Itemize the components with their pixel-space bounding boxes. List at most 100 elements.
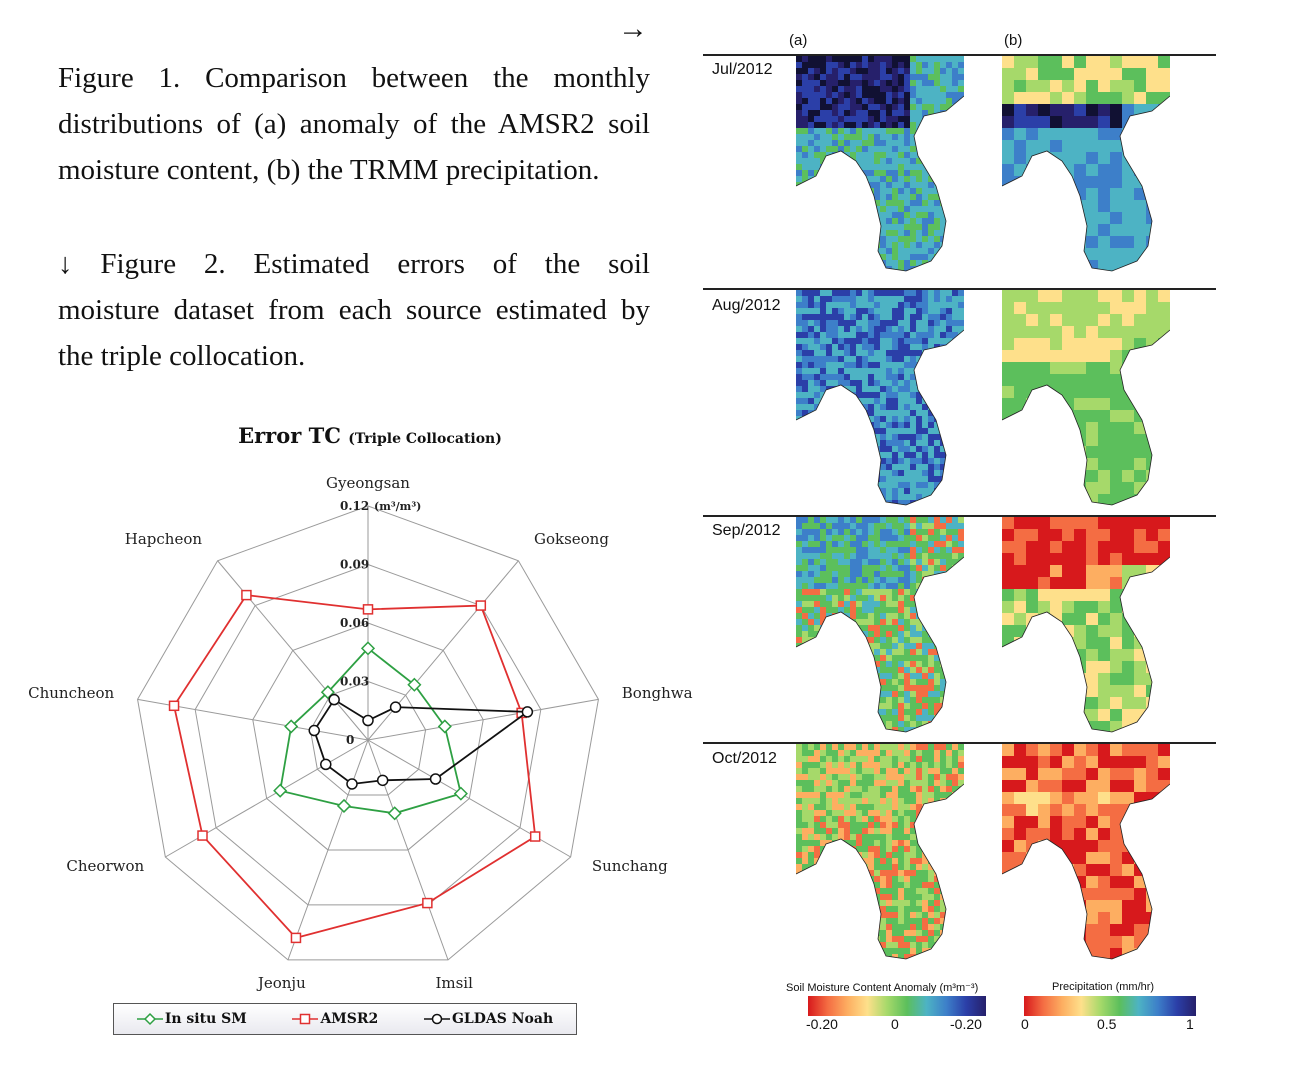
colorbar-title-a: Soil Moisture Content Anomaly (m³m⁻³) xyxy=(786,982,979,994)
map-panel xyxy=(796,290,964,522)
square-marker-icon xyxy=(292,1013,319,1025)
series-line xyxy=(279,647,462,815)
grid-ring xyxy=(309,680,427,796)
tick-label: 0.09 xyxy=(340,558,369,572)
map-image xyxy=(1002,517,1170,733)
grid-spoke xyxy=(217,560,369,741)
tick-label: 0.06 xyxy=(340,616,369,630)
map-image xyxy=(1002,744,1170,960)
figure2-caption: ↓ Figure 2. Estimated errors of the soil… xyxy=(58,241,650,379)
row-divider xyxy=(703,742,1216,744)
legend-item-amsr2: AMSR2 xyxy=(292,1011,378,1027)
caption-line: moisture dataset from each source estima… xyxy=(58,294,650,326)
data-point xyxy=(284,719,299,734)
map-panel xyxy=(796,56,964,288)
data-point xyxy=(346,778,358,790)
row-divider xyxy=(703,288,1216,290)
data-point xyxy=(389,701,402,713)
data-point xyxy=(422,897,433,909)
caption-line: distributions of (a) anomaly of the AMSR… xyxy=(58,108,650,140)
colorbar-tick: 0 xyxy=(891,1016,899,1032)
map-image xyxy=(796,290,964,506)
legend-item-insitu: In situ SM xyxy=(136,1011,247,1027)
grid-spoke xyxy=(367,560,519,741)
month-label: Oct/2012 xyxy=(708,750,783,768)
circle-marker-icon xyxy=(423,1013,450,1025)
row-divider xyxy=(703,54,1216,56)
data-point xyxy=(241,589,252,601)
tick-label: 0 xyxy=(346,733,354,747)
data-point xyxy=(290,932,302,944)
data-point xyxy=(168,700,180,712)
category-label: Gokseong xyxy=(534,530,609,548)
caption-line: moisture content, (b) the TRMM precipita… xyxy=(58,154,600,186)
legend-item-gldas: GLDAS Noah xyxy=(423,1011,554,1027)
category-label: Bonghwa xyxy=(622,684,693,702)
map-image xyxy=(1002,56,1170,272)
arrow-right: → xyxy=(618,12,648,45)
legend-label: In situ SM xyxy=(164,1011,247,1027)
row-divider xyxy=(703,515,1216,517)
radar-title-sub: (Triple Collocation) xyxy=(348,431,502,447)
data-point xyxy=(407,677,422,692)
colorbar-tick: -0.20 xyxy=(950,1016,982,1032)
colorbar-tick: 0.5 xyxy=(1097,1016,1117,1032)
grid-ring xyxy=(252,622,484,851)
map-panel xyxy=(796,517,964,749)
radar-chart: 0 0.03 0.06 0.09 0.12 (m³/m³) Gyeongsan Gokseon… xyxy=(28,474,693,992)
tick-label: 0.03 xyxy=(340,675,369,689)
data-point xyxy=(320,758,332,771)
map-image xyxy=(796,56,964,272)
series-line xyxy=(313,698,531,785)
data-point xyxy=(429,773,442,785)
map-panel xyxy=(1002,290,1170,522)
colorbar-tick: 1 xyxy=(1186,1016,1194,1032)
month-label: Jul/2012 xyxy=(708,61,779,79)
data-point xyxy=(521,706,534,718)
grid-spoke xyxy=(165,739,369,858)
column-label-b: (b) xyxy=(1004,32,1023,49)
map-panel xyxy=(1002,56,1170,288)
category-label: Jeonju xyxy=(256,974,306,992)
data-point xyxy=(308,724,320,737)
colorbar-tick: 0 xyxy=(1021,1016,1029,1032)
data-point xyxy=(336,798,352,814)
category-label: Imsil xyxy=(435,974,473,992)
figure1-caption: Figure 1. Comparison between the monthly… xyxy=(58,55,650,193)
colorbar-title-b: Precipitation (mm/hr) xyxy=(1052,981,1155,993)
data-point xyxy=(475,600,487,611)
data-point xyxy=(362,714,374,727)
map-panel xyxy=(796,744,964,976)
data-point xyxy=(360,641,376,656)
month-label: Sep/2012 xyxy=(708,522,787,540)
caption-line: Figure 1. Comparison between the monthly xyxy=(58,62,650,94)
data-point xyxy=(529,831,541,842)
grid-spoke xyxy=(367,698,599,741)
radar-title: Error TC (Triple Collocation) xyxy=(36,423,704,448)
colorbar-a xyxy=(808,996,986,1016)
data-point xyxy=(453,786,468,801)
series-line xyxy=(173,594,537,939)
caption-line: ↓ Figure 2. Estimated errors of the soil xyxy=(58,248,650,280)
category-label: Gyeongsan xyxy=(326,474,410,492)
data-point xyxy=(437,719,452,734)
data-point xyxy=(197,830,208,841)
map-image xyxy=(1002,290,1170,506)
radar-legend: In situ SM AMSR2 GLDAS Noah xyxy=(113,1003,577,1035)
diamond-marker-icon xyxy=(136,1012,163,1026)
category-label: Sunchang xyxy=(592,857,668,875)
data-point xyxy=(376,774,389,787)
grid-ring xyxy=(137,505,599,961)
colorbar-b xyxy=(1024,996,1196,1016)
tick-label: 0.12 xyxy=(340,499,369,513)
data-point xyxy=(362,604,374,615)
data-point xyxy=(273,783,288,798)
data-point xyxy=(387,806,402,821)
radar-title-main: Error TC xyxy=(238,423,341,448)
colorbar-tick: -0.20 xyxy=(806,1016,838,1032)
map-image xyxy=(796,744,964,960)
grid-ring xyxy=(194,563,542,906)
legend-label: GLDAS Noah xyxy=(451,1011,554,1027)
category-label: Hapcheon xyxy=(125,530,203,548)
caption-line: the triple collocation. xyxy=(58,340,306,372)
